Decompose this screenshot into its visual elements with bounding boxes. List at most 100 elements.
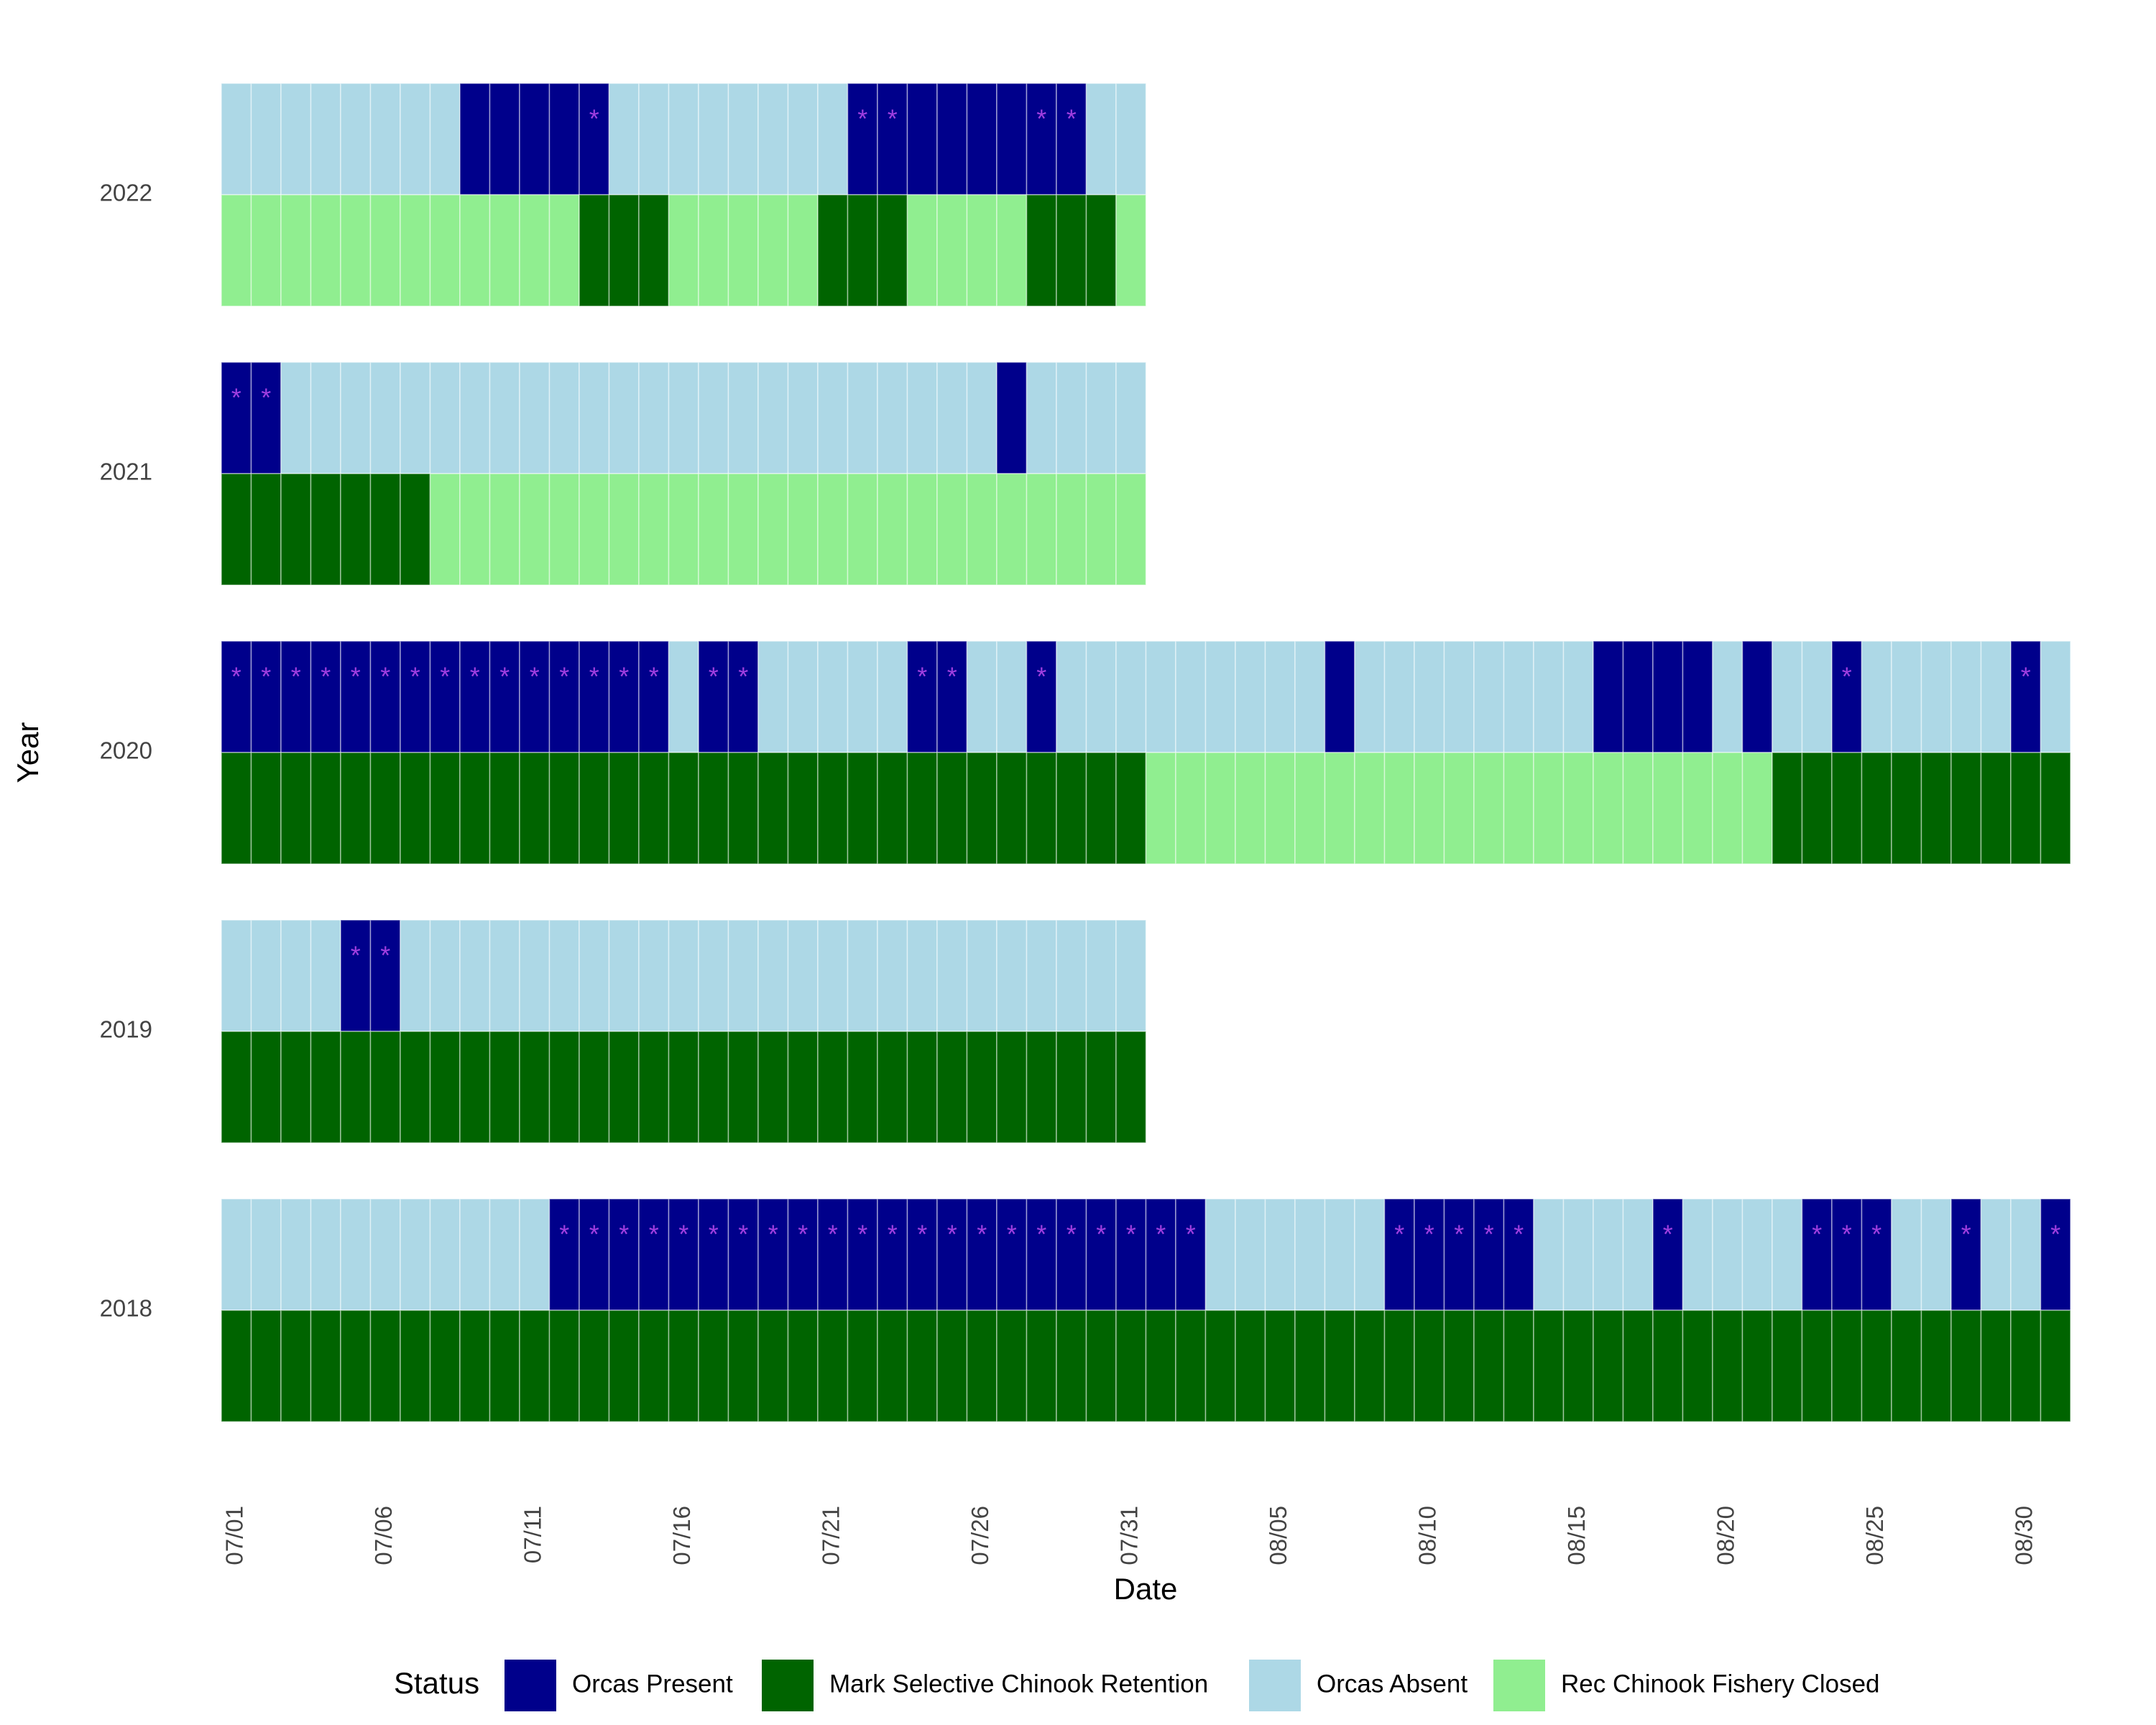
fishery-tile — [877, 1310, 908, 1422]
fishery-tile — [548, 752, 580, 865]
orca-tile — [489, 1198, 520, 1311]
orca-tile — [221, 640, 252, 753]
orca-tile — [1503, 1198, 1534, 1311]
orca-tile — [906, 1198, 938, 1311]
fishery-tile — [1652, 752, 1684, 865]
orca-tile — [847, 919, 878, 1032]
orca-tile — [698, 362, 729, 474]
y-tick-label: 2020 — [100, 737, 152, 764]
sighting-marker: * — [1067, 104, 1077, 134]
orca-tile — [1801, 1198, 1833, 1311]
fishery-tile — [1891, 1310, 1922, 1422]
x-tick-label: 08/15 — [1563, 1506, 1590, 1565]
orca-tile — [1115, 1198, 1147, 1311]
orca-tile — [1264, 640, 1296, 753]
x-tick-label: 07/06 — [370, 1506, 397, 1565]
orca-tile — [698, 1198, 729, 1311]
orca-tile — [757, 362, 789, 474]
fishery-tile — [1324, 752, 1355, 865]
sighting-marker: * — [977, 1220, 987, 1249]
sighting-marker: * — [1036, 662, 1046, 691]
orca-tile — [608, 640, 640, 753]
sighting-marker: * — [678, 1220, 688, 1249]
fishery-tile — [936, 473, 968, 586]
orca-tile — [340, 83, 372, 196]
fishery-tile — [996, 1310, 1028, 1422]
y-tick-label: 2019 — [100, 1016, 152, 1043]
fishery-tile — [519, 473, 550, 586]
orca-tile — [459, 83, 491, 196]
fishery-tile — [2040, 752, 2071, 865]
orca-tile — [1175, 1198, 1207, 1311]
orca-tile — [310, 362, 341, 474]
orca-tile — [250, 362, 282, 474]
fishery-tile — [817, 473, 849, 586]
orca-tile — [310, 1198, 341, 1311]
orca-tile — [400, 83, 431, 196]
fishery-tile — [250, 473, 282, 586]
fishery-tile — [757, 473, 789, 586]
orca-tile — [608, 1198, 640, 1311]
sighting-marker: * — [709, 1220, 719, 1249]
orca-tile — [221, 362, 252, 474]
fishery-tile — [459, 752, 491, 865]
orca-tile — [727, 919, 759, 1032]
sighting-marker: * — [589, 662, 599, 691]
orca-tile — [787, 640, 819, 753]
orca-tile — [1175, 640, 1207, 753]
fishery-tile — [1085, 1031, 1117, 1144]
orca-tile — [1950, 1198, 1982, 1311]
orca-tile — [668, 919, 699, 1032]
fishery-tile — [250, 194, 282, 307]
orca-tile — [1085, 362, 1117, 474]
fishery-tile — [668, 1031, 699, 1144]
fishery-tile — [966, 1310, 998, 1422]
sighting-marker: * — [351, 941, 361, 970]
sighting-marker: * — [470, 662, 480, 691]
fishery-tile — [1861, 752, 1892, 865]
orca-tile — [1383, 640, 1415, 753]
orca-tile — [1145, 1198, 1176, 1311]
orca-tile — [1712, 640, 1743, 753]
orca-tile — [608, 919, 640, 1032]
orca-tile — [1324, 1198, 1355, 1311]
fishery-tile — [459, 1031, 491, 1144]
orca-tile — [1473, 1198, 1505, 1311]
sighting-marker: * — [709, 662, 719, 691]
orca-tile — [906, 919, 938, 1032]
orca-tile — [221, 83, 252, 196]
orca-tile — [340, 919, 372, 1032]
fishery-tile — [727, 194, 759, 307]
sighting-marker: * — [2050, 1220, 2060, 1249]
fishery-tile — [1056, 1031, 1087, 1144]
fishery-tile — [489, 1031, 520, 1144]
fishery-tile — [1593, 752, 1624, 865]
sighting-marker: * — [530, 662, 540, 691]
sighting-marker: * — [1454, 1220, 1464, 1249]
fishery-tile — [1712, 752, 1743, 865]
fishery-tile — [966, 752, 998, 865]
orca-tile — [1741, 640, 1773, 753]
fishery-tile — [1772, 752, 1803, 865]
fishery-tile — [1712, 1310, 1743, 1422]
fishery-tile — [996, 752, 1028, 865]
fishery-tile — [519, 1310, 550, 1422]
orca-tile — [1682, 640, 1713, 753]
orca-tile — [280, 83, 312, 196]
fishery-tile — [1473, 752, 1505, 865]
fishery-tile — [638, 473, 670, 586]
orca-tile — [1980, 1198, 2012, 1311]
orca-tile — [817, 83, 849, 196]
x-tick-label: 07/16 — [668, 1506, 695, 1565]
fishery-tile — [638, 1031, 670, 1144]
fishery-tile — [1026, 752, 1057, 865]
sighting-marker: * — [828, 1220, 838, 1249]
fishery-tile — [1085, 1310, 1117, 1422]
orca-tile — [489, 362, 520, 474]
fishery-tile — [1026, 1031, 1057, 1144]
orca-tile — [429, 362, 461, 474]
orca-tile — [1562, 640, 1594, 753]
sighting-marker: * — [1126, 1220, 1136, 1249]
orca-tile — [369, 919, 401, 1032]
orca-tile — [698, 919, 729, 1032]
